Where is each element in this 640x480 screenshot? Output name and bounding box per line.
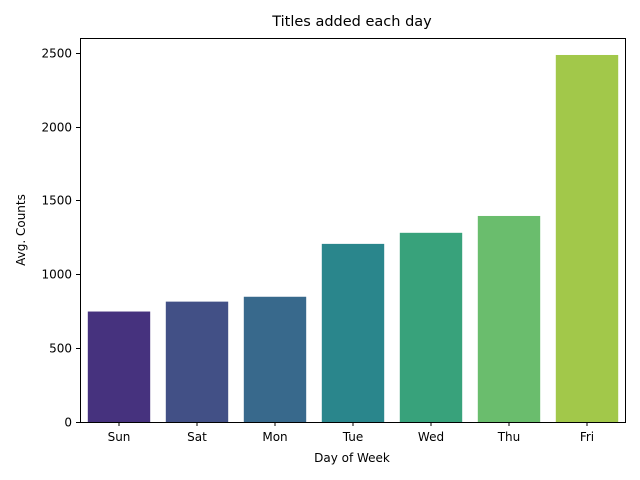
y-tick-label: 1000 xyxy=(41,268,72,282)
x-tick-label: Tue xyxy=(342,430,364,444)
x-tick-label: Fri xyxy=(580,430,594,444)
bar-fri xyxy=(555,54,619,422)
y-tick-label: 500 xyxy=(49,342,72,356)
y-axis-label: Avg. Counts xyxy=(14,194,28,266)
y-tick-label: 2000 xyxy=(41,121,72,135)
y-tick-label: 2500 xyxy=(41,47,72,61)
bars-group xyxy=(87,54,619,422)
bar-thu xyxy=(477,215,541,422)
y-tick-label: 0 xyxy=(64,416,72,430)
chart-title: Titles added each day xyxy=(271,14,432,30)
x-tick-label: Mon xyxy=(262,430,287,444)
x-axis-ticks: Sun Sat Mon Tue Wed Thu Fri xyxy=(108,422,594,444)
bar-tue xyxy=(321,243,385,422)
bar-sun xyxy=(87,311,151,422)
bar-wed xyxy=(399,232,463,422)
x-tick-label: Thu xyxy=(497,430,521,444)
y-tick-label: 1500 xyxy=(41,194,72,208)
x-tick-label: Sat xyxy=(187,430,207,444)
y-axis-ticks: 0 500 1000 1500 2000 2500 xyxy=(41,47,80,430)
bar-mon xyxy=(243,296,307,422)
x-axis-label: Day of Week xyxy=(314,451,390,465)
bar-sat xyxy=(165,301,229,422)
x-tick-label: Sun xyxy=(108,430,131,444)
x-tick-label: Wed xyxy=(418,430,444,444)
